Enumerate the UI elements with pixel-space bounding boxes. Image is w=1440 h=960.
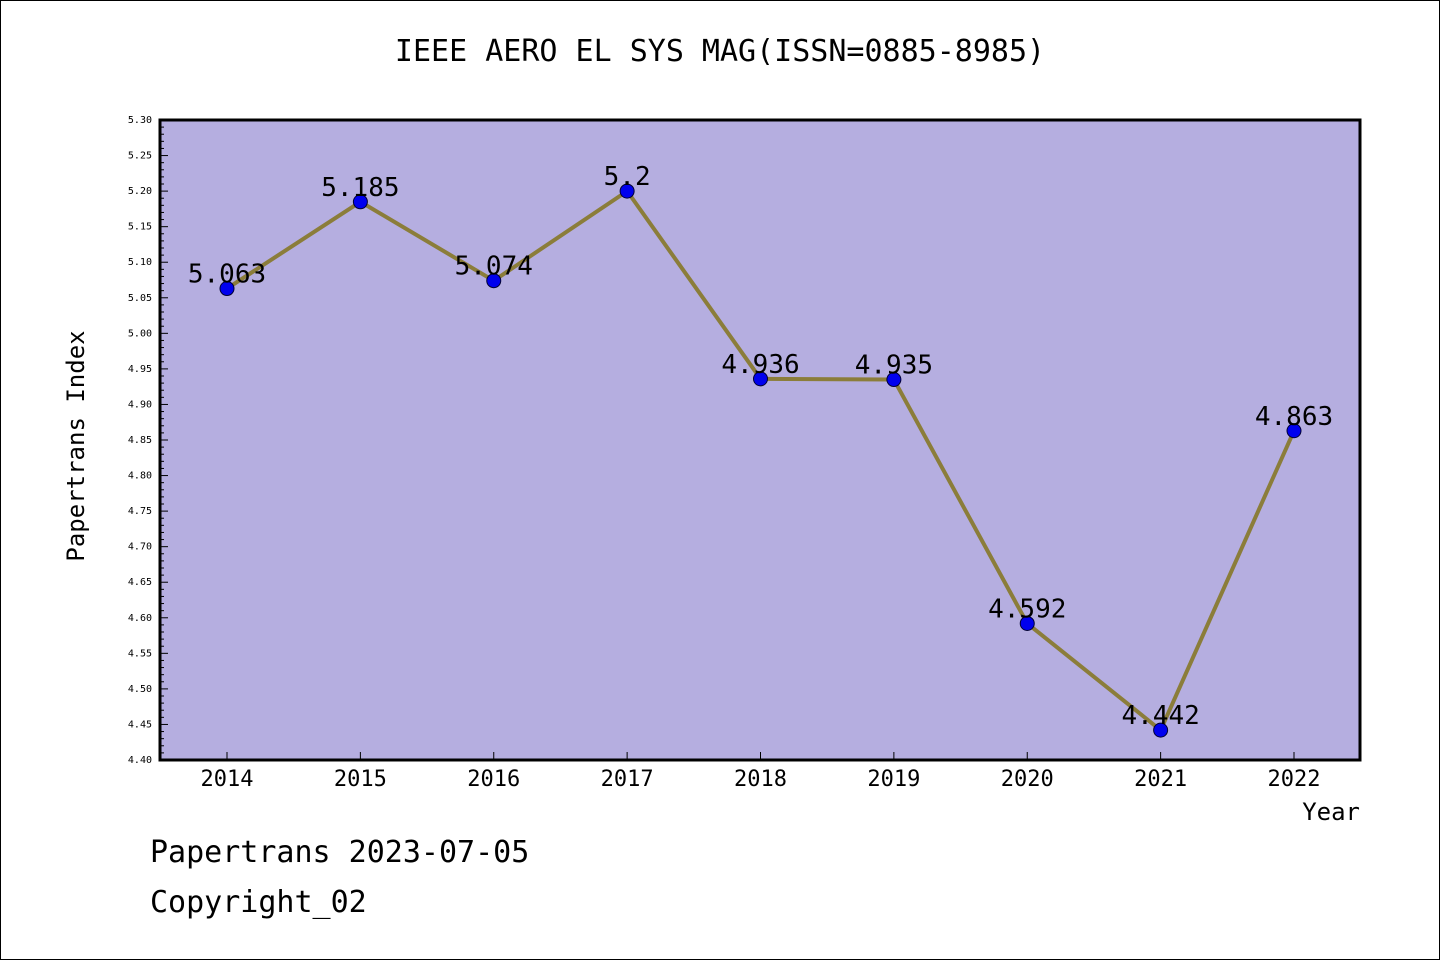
data-point: [1286, 423, 1302, 439]
plot-border: [158, 118, 1362, 762]
footer-date: Papertrans 2023-07-05: [150, 835, 530, 870]
data-point: [1153, 722, 1169, 738]
y-tick-label: 4.55: [128, 648, 152, 659]
y-axis-label: Papertrans Index: [62, 330, 90, 561]
y-tick-label: 4.70: [128, 542, 152, 553]
y-tick-label: 4.65: [128, 577, 152, 588]
plot-area: [160, 120, 1360, 760]
y-tick-label: 4.95: [128, 364, 152, 375]
data-label: 4.935: [855, 351, 933, 381]
data-point: [619, 183, 635, 199]
chart-title: IEEE AERO EL SYS MAG(ISSN=0885-8985): [394, 34, 1046, 69]
y-tick-label: 5.05: [128, 293, 152, 304]
data-point: [753, 371, 768, 387]
x-axis-label: Year: [1302, 798, 1360, 826]
data-label: 5.2: [604, 162, 651, 192]
x-tick-label: 2019: [867, 767, 920, 792]
data-point: [1019, 615, 1035, 631]
y-tick-label: 5.20: [128, 186, 152, 197]
x-tick-label: 2018: [734, 767, 787, 792]
x-tick-label: 2015: [334, 767, 387, 792]
x-tick-label: 2021: [1134, 767, 1187, 792]
data-label: 4.592: [988, 594, 1066, 624]
data-label: 5.185: [321, 173, 399, 203]
data-label: 4.863: [1255, 402, 1333, 432]
y-tick-label: 4.75: [128, 506, 152, 517]
x-tick-label: 2017: [601, 767, 654, 792]
y-tick-label: 4.90: [128, 399, 152, 410]
y-tick-label: 4.40: [128, 755, 152, 766]
y-tick-label: 4.50: [128, 684, 152, 695]
y-tick-label: 4.60: [128, 613, 152, 624]
data-point: [352, 194, 368, 210]
x-tick-label: 2020: [1001, 767, 1054, 792]
footer-copyright: Copyright_02: [150, 885, 367, 920]
y-tick-label: 5.10: [128, 257, 152, 268]
data-label: 5.063: [188, 260, 266, 290]
data-label: 4.936: [721, 350, 799, 380]
y-tick-label: 4.80: [128, 471, 152, 482]
data-label: 4.442: [1121, 701, 1199, 731]
data-label: 5.074: [455, 252, 533, 282]
data-point: [219, 281, 235, 297]
y-tick-label: 5.15: [128, 222, 152, 233]
x-tick-label: 2022: [1268, 767, 1321, 792]
data-point: [886, 372, 902, 388]
y-tick-label: 4.85: [128, 435, 152, 446]
y-tick-label: 5.00: [128, 328, 152, 339]
data-point: [486, 273, 502, 289]
y-tick-label: 4.45: [128, 719, 152, 730]
y-tick-label: 5.25: [128, 151, 152, 162]
x-tick-label: 2014: [201, 767, 254, 792]
y-tick-label: 5.30: [128, 115, 152, 126]
x-tick-label: 2016: [467, 767, 520, 792]
